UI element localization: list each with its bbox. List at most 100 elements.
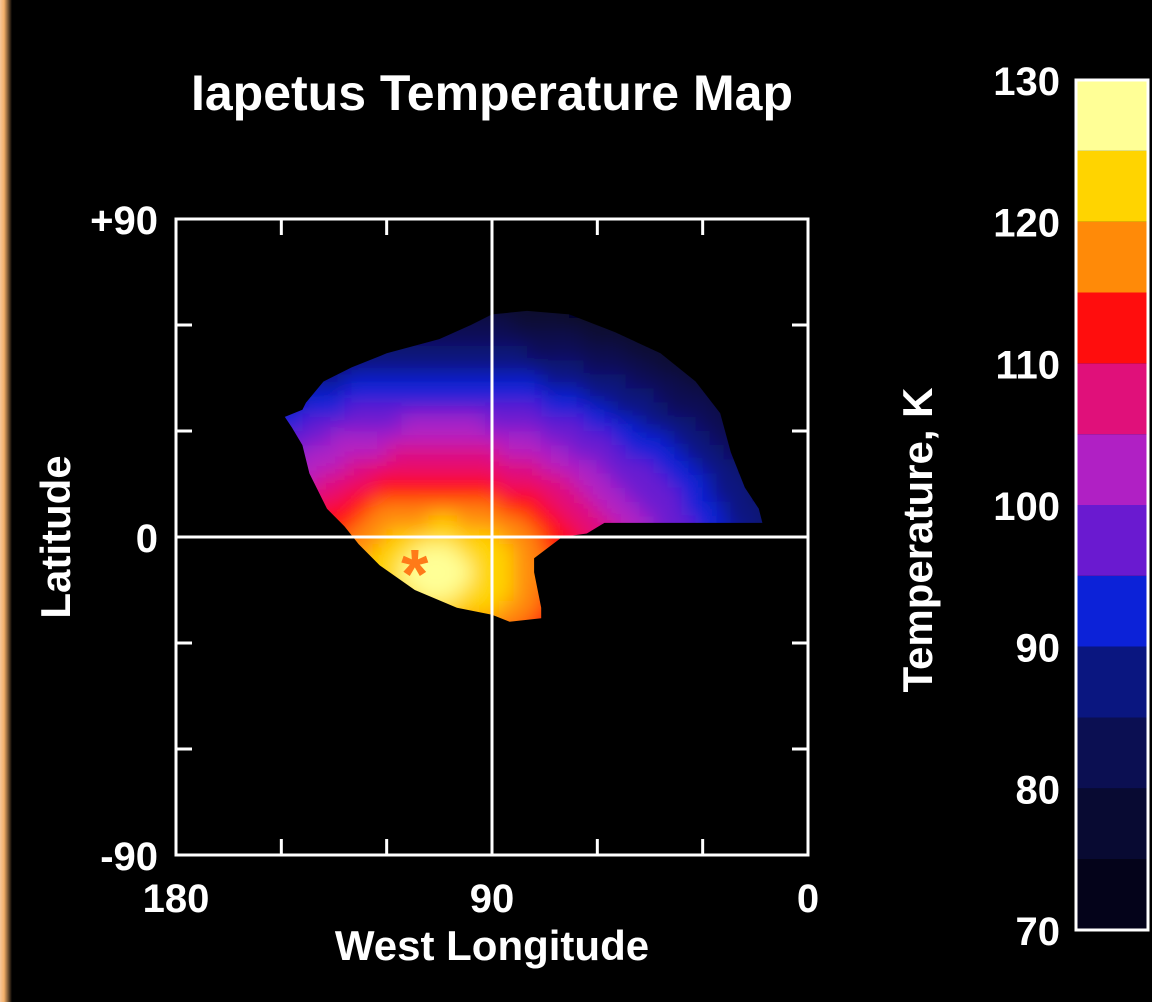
heatmap-cell: [667, 572, 683, 588]
heatmap-cell: [611, 643, 626, 658]
heatmap-cell: [246, 360, 261, 375]
heatmap-cell: [724, 756, 739, 771]
colorbar-tick-label: 80: [1016, 768, 1061, 812]
heatmap-cell: [190, 615, 205, 630]
heatmap-cell: [625, 374, 641, 390]
heatmap-cell: [443, 714, 458, 729]
heatmap-cell: [190, 770, 205, 785]
heatmap-cell: [372, 332, 388, 348]
heatmap-cell: [331, 276, 346, 291]
heatmap-cell: [668, 784, 683, 799]
heatmap-cell: [709, 572, 725, 588]
heatmap-cell: [344, 360, 360, 376]
heatmap-cell: [429, 700, 444, 715]
heatmap-cell: [611, 586, 627, 602]
heatmap-cell: [470, 346, 486, 362]
heatmap-cell: [373, 714, 388, 729]
heatmap-cell: [331, 714, 346, 729]
heatmap-cell: [260, 756, 275, 771]
heatmap-cell: [316, 685, 331, 700]
heatmap-cell: [766, 473, 781, 488]
heatmap-cell: [274, 784, 289, 799]
heatmap-cell: [738, 685, 753, 700]
heatmap-cell: [344, 416, 360, 432]
heatmap-cell: [513, 643, 528, 658]
heatmap-cell: [654, 742, 669, 757]
heatmap-cell: [288, 657, 303, 672]
heatmap-cell: [302, 685, 317, 700]
heatmap-cell: [752, 770, 767, 785]
heatmap-cell: [456, 346, 472, 362]
heatmap-cell: [569, 714, 584, 729]
colorbar-frame: [1074, 78, 1150, 932]
heatmap-cell: [583, 572, 599, 588]
heatmap-cell: [569, 770, 584, 785]
heatmap-cell: [780, 671, 795, 686]
heatmap-cell: [204, 459, 219, 474]
heatmap-cell: [668, 671, 683, 686]
heatmap-cell: [513, 799, 528, 814]
heatmap-cell: [583, 558, 599, 574]
heatmap-cell: [766, 714, 781, 729]
heatmap-cell: [260, 318, 275, 333]
heatmap-cell: [359, 827, 374, 842]
heatmap-cell: [204, 700, 219, 715]
heatmap-cell: [597, 600, 613, 616]
heatmap-cell: [302, 416, 318, 432]
heatmap-cell: [667, 614, 683, 622]
heatmap-cell: [527, 629, 542, 644]
heatmap-cell: [611, 629, 626, 644]
heatmap-cell: [428, 431, 444, 447]
heatmap-cell: [386, 501, 402, 517]
heatmap-cell: [288, 317, 304, 333]
heatmap-cell: [372, 544, 388, 560]
heatmap-cell: [387, 784, 402, 799]
heatmap-cell: [260, 516, 275, 531]
heatmap-cell: [569, 317, 585, 333]
heatmap-cell: [414, 515, 430, 531]
heatmap-cell: [415, 756, 430, 771]
heatmap-cell: [358, 402, 374, 418]
heatmap-cell: [682, 671, 697, 686]
heatmap-cell: [204, 742, 219, 757]
heatmap-cell: [751, 515, 763, 531]
heatmap-cell: [569, 657, 584, 672]
heatmap-cell: [190, 784, 205, 799]
heatmap-cell: [288, 445, 304, 461]
heatmap-cell: [513, 544, 529, 560]
heatmap-cell: [766, 728, 781, 743]
heatmap-cell: [682, 629, 697, 644]
heatmap-cell: [414, 317, 430, 333]
heatmap-cell: [190, 360, 205, 375]
heatmap-cell: [667, 374, 683, 390]
heatmap-cell: [639, 487, 655, 503]
heatmap-cell: [457, 629, 472, 644]
heatmap-cell: [345, 714, 360, 729]
heatmap-cell: [555, 714, 570, 729]
heatmap-cell: [345, 756, 360, 771]
heatmap-cell: [653, 431, 669, 447]
heatmap-cell: [597, 558, 613, 574]
heatmap-cell: [527, 685, 542, 700]
heatmap-cell: [513, 445, 529, 461]
heatmap-cell: [372, 614, 388, 622]
heatmap-cell: [527, 459, 543, 475]
heatmap-cell: [597, 614, 613, 622]
heatmap-cell: [260, 558, 275, 573]
heatmap-cell: [555, 770, 570, 785]
heatmap-cell: [330, 332, 346, 348]
heatmap-cell: [527, 290, 542, 305]
heatmap-cell: [176, 502, 191, 517]
heatmap-cell: [190, 403, 205, 418]
heatmap-cell: [218, 346, 233, 361]
heatmap-cell: [639, 332, 655, 348]
heatmap-cell: [344, 346, 360, 362]
heatmap-cell: [639, 317, 655, 333]
heatmap-cell: [513, 290, 528, 305]
heatmap-cell: [284, 544, 290, 560]
heatmap-cell: [709, 445, 725, 461]
heatmap-cell: [653, 586, 669, 602]
heatmap-cell: [470, 360, 486, 376]
heatmap-cell: [597, 813, 612, 828]
